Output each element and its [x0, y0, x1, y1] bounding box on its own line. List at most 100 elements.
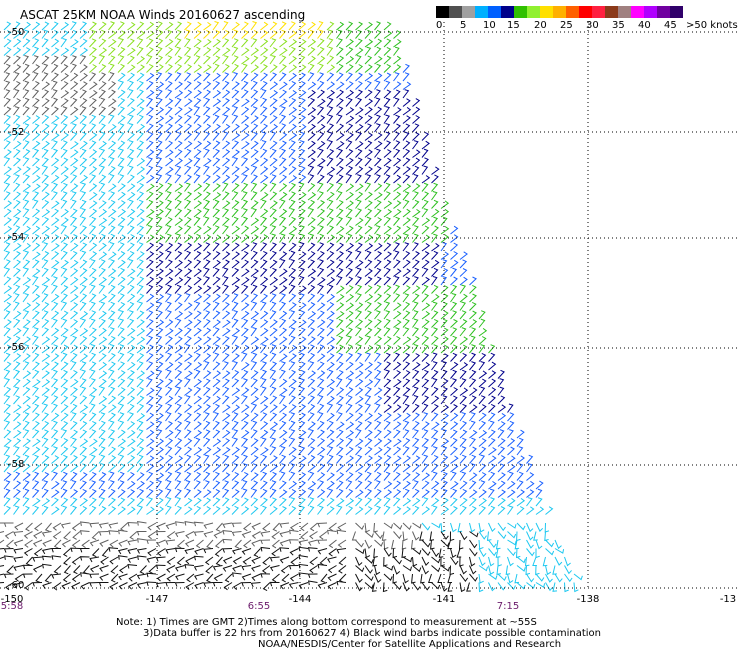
wind-barb — [117, 234, 127, 243]
wind-barb — [307, 39, 317, 48]
wind-barb — [402, 81, 412, 90]
wind-barb — [241, 463, 248, 473]
wind-barb — [13, 276, 21, 286]
wind-barb — [51, 276, 58, 286]
wind-barb — [241, 259, 250, 269]
wind-barb — [136, 64, 145, 73]
wind-barb — [402, 403, 410, 413]
wind-barb — [507, 420, 515, 430]
wind-barb — [260, 64, 268, 73]
wind-barb — [269, 386, 277, 396]
wind-barb — [222, 208, 230, 218]
wind-barb — [345, 191, 354, 201]
wind-barb — [222, 530, 233, 535]
wind-barb — [193, 421, 202, 430]
wind-barb — [89, 191, 98, 201]
wind-barb — [393, 46, 400, 56]
wind-barb — [203, 81, 212, 90]
wind-barb — [393, 582, 402, 591]
wind-barb — [241, 55, 250, 65]
wind-barb — [184, 225, 192, 235]
wind-barb — [355, 242, 363, 252]
wind-barb — [355, 199, 362, 209]
wind-barb — [364, 216, 372, 226]
wind-barb — [355, 115, 364, 124]
wind-barb — [402, 268, 411, 277]
wind-barb — [117, 208, 127, 218]
wind-barb — [307, 157, 316, 167]
wind-barb — [32, 89, 40, 99]
wind-barb — [222, 131, 229, 141]
wind-barb — [393, 200, 402, 209]
wind-barb — [146, 387, 155, 396]
wind-barb — [459, 497, 468, 507]
wind-barb — [203, 216, 210, 226]
wind-barb — [241, 310, 250, 320]
wind-barb — [336, 318, 344, 328]
wind-barb — [317, 497, 326, 507]
wind-barb — [402, 301, 411, 311]
wind-barb — [3, 191, 11, 201]
wind-barb — [279, 208, 288, 218]
wind-barb — [345, 446, 354, 456]
wind-barb — [260, 437, 267, 447]
wind-barb — [307, 403, 316, 413]
wind-barb — [307, 344, 315, 354]
wind-barb — [364, 548, 371, 559]
wind-barb — [136, 336, 146, 345]
wind-barb — [41, 446, 50, 456]
wind-barb — [13, 565, 24, 572]
wind-barb — [298, 546, 309, 552]
wind-barb — [307, 471, 315, 481]
wind-barb — [184, 463, 193, 473]
wind-barb — [32, 64, 41, 73]
wind-barb — [469, 293, 477, 303]
wind-barb — [79, 353, 89, 362]
wind-barb — [250, 250, 258, 260]
wind-barb — [51, 200, 60, 209]
wind-barb — [336, 242, 345, 252]
wind-barb — [440, 226, 450, 235]
wind-barb — [374, 284, 382, 294]
wind-barb — [383, 565, 394, 571]
wind-barb — [497, 455, 506, 464]
wind-barb — [402, 157, 411, 167]
wind-barb — [98, 293, 108, 303]
wind-barb — [165, 505, 172, 515]
wind-barb — [279, 166, 288, 175]
wind-barb — [231, 463, 239, 473]
wind-barb — [89, 233, 97, 243]
wind-barb — [3, 386, 12, 396]
wind-barb — [127, 395, 136, 405]
wind-barb — [108, 199, 116, 209]
wind-barb — [41, 242, 49, 252]
wind-barb — [307, 47, 316, 56]
wind-barb — [136, 21, 145, 31]
wind-barb — [431, 294, 440, 303]
wind-barb — [431, 233, 438, 243]
wind-barb — [478, 446, 487, 456]
wind-barb — [165, 310, 172, 320]
wind-barb — [412, 123, 420, 133]
wind-barb — [478, 531, 487, 540]
wind-barb — [51, 403, 58, 413]
wind-barb — [241, 208, 248, 218]
wind-barb — [155, 115, 165, 124]
wind-barb — [184, 234, 193, 243]
wind-barb — [231, 420, 239, 430]
wind-barb — [459, 276, 468, 286]
wind-barb — [383, 276, 392, 286]
wind-barb — [232, 565, 242, 572]
wind-barb — [127, 336, 136, 345]
wind-barb — [383, 80, 391, 90]
wind-barb — [41, 106, 50, 116]
wind-barb — [428, 573, 433, 583]
wind-barb — [13, 471, 21, 481]
wind-barb — [98, 242, 107, 252]
wind-barb — [127, 140, 134, 150]
wind-barb — [14, 522, 24, 531]
wind-barb — [165, 115, 174, 124]
wind-barb — [32, 199, 39, 209]
wind-barb — [70, 72, 79, 82]
wind-barb — [222, 106, 231, 116]
